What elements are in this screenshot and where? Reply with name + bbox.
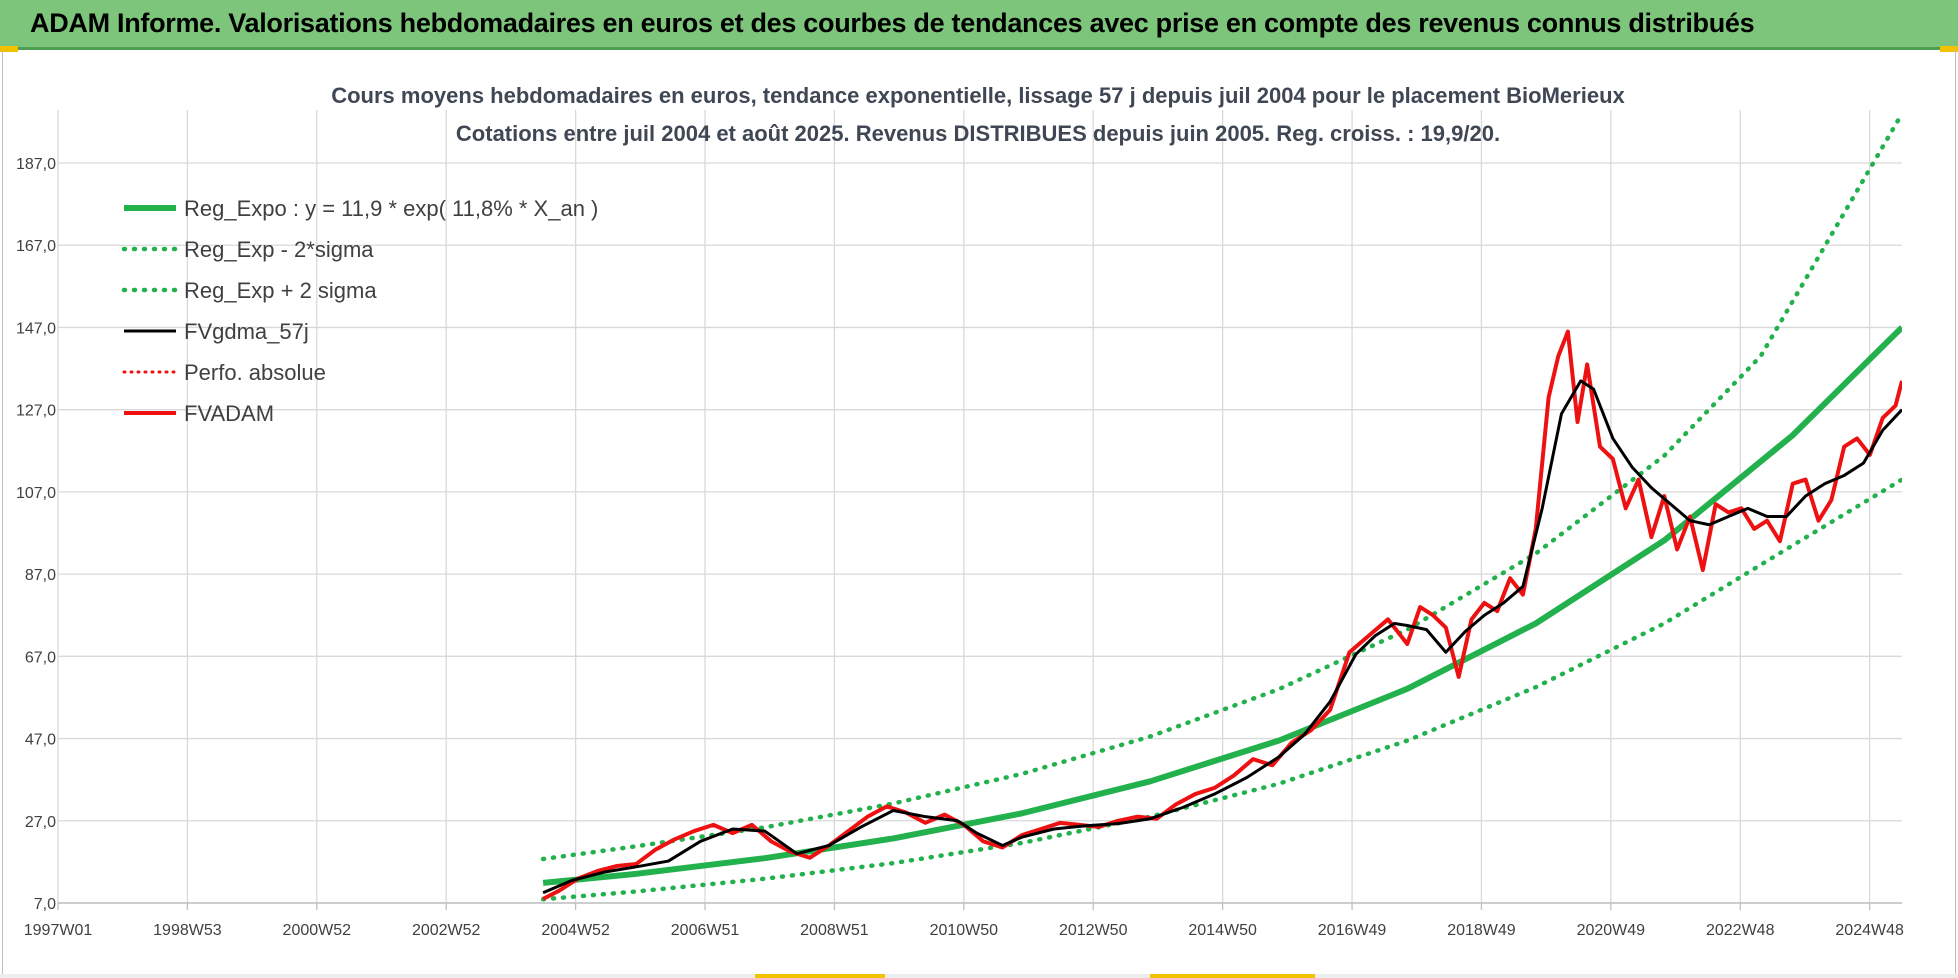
x-tick-label: 2020W49 bbox=[1577, 922, 1646, 939]
x-tick-label: 1997W01 bbox=[24, 922, 93, 939]
series-line bbox=[542, 329, 1902, 901]
legend-label: Reg_Exp - 2*sigma bbox=[184, 237, 374, 262]
x-tick-label: 2010W50 bbox=[930, 922, 999, 939]
bottom-accent-1 bbox=[755, 974, 885, 978]
header-bar: ADAM Informe. Valorisations hebdomadaire… bbox=[0, 0, 1958, 50]
chart-subtitle: Cotations entre juil 2004 et août 2025. … bbox=[456, 121, 1500, 146]
legend-label: Reg_Expo : y = 11,9 * exp( 11,8% * X_an … bbox=[184, 196, 598, 221]
chart-title: Cours moyens hebdomadaires en euros, ten… bbox=[331, 83, 1625, 108]
x-tick-label: 2006W51 bbox=[671, 922, 740, 939]
x-tick-label: 2018W49 bbox=[1447, 922, 1516, 939]
series-line bbox=[540, 477, 1902, 902]
x-tick-label: 2024W48 bbox=[1835, 922, 1904, 939]
y-tick-label: 127,0 bbox=[16, 403, 56, 420]
x-tick-label: 2016W49 bbox=[1318, 922, 1387, 939]
y-tick-label: 27,0 bbox=[25, 814, 56, 831]
x-tick-label: 2014W50 bbox=[1188, 922, 1257, 939]
accent-corner-left bbox=[0, 46, 18, 52]
bottom-border bbox=[0, 974, 1958, 978]
legend: Reg_Expo : y = 11,9 * exp( 11,8% * X_an … bbox=[121, 196, 598, 426]
x-tick-label: 2012W50 bbox=[1059, 922, 1128, 939]
x-tick-label: 1998W53 bbox=[153, 922, 222, 939]
y-tick-label: 67,0 bbox=[25, 649, 56, 666]
series-lines bbox=[540, 111, 1902, 902]
grid bbox=[57, 110, 1902, 910]
y-tick-label: 187,0 bbox=[16, 156, 56, 173]
legend-label: Perfo. absolue bbox=[184, 360, 326, 385]
legend-label: FVADAM bbox=[184, 401, 274, 426]
chart-frame bbox=[2, 50, 1956, 976]
y-axis-ticks: 7,0 27,0 47,0 67,0 87,0 107,0 127,0 147,0 167,0 1… bbox=[16, 156, 56, 913]
legend-label: Reg_Exp + 2 sigma bbox=[184, 278, 377, 303]
x-tick-label: 2002W52 bbox=[412, 922, 481, 939]
accent-corner-right bbox=[1940, 46, 1958, 52]
bottom-accent-2 bbox=[1150, 974, 1315, 978]
legend-label: FVgdma_57j bbox=[184, 319, 309, 344]
y-tick-label: 87,0 bbox=[25, 567, 56, 584]
y-tick-label: 167,0 bbox=[16, 238, 56, 255]
y-tick-label: 147,0 bbox=[16, 320, 56, 337]
series-line bbox=[542, 379, 1902, 895]
x-tick-label: 2000W52 bbox=[283, 922, 352, 939]
report-title: ADAM Informe. Valorisations hebdomadaire… bbox=[30, 8, 1755, 38]
y-tick-label: 47,0 bbox=[25, 732, 56, 749]
x-tick-label: 2008W51 bbox=[800, 922, 869, 939]
x-axis-ticks: 1997W01 1998W53 2000W52 2002W52 2004W52 2006W… bbox=[24, 922, 1904, 939]
x-tick-label: 2004W52 bbox=[541, 922, 610, 939]
y-tick-label: 7,0 bbox=[34, 896, 56, 913]
x-tick-label: 2022W48 bbox=[1706, 922, 1775, 939]
y-tick-label: 107,0 bbox=[16, 485, 56, 502]
